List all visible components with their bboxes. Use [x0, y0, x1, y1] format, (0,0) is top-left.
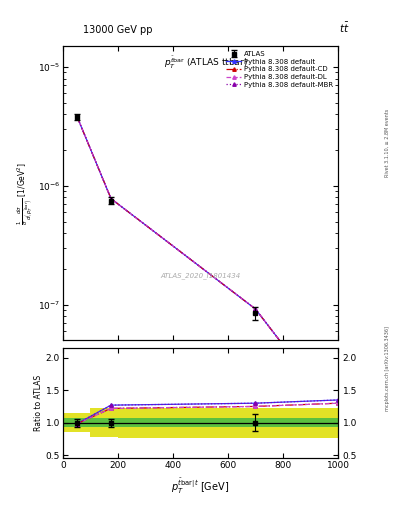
- Y-axis label: $\frac{1}{\sigma}\,\frac{d\sigma}{d\left(p_T^{\bar{t}\mathrm{bar}}\right)}$ [1/G: $\frac{1}{\sigma}\,\frac{d\sigma}{d\left…: [15, 162, 35, 225]
- Text: ATLAS_2020_I1801434: ATLAS_2020_I1801434: [160, 272, 241, 279]
- Text: Rivet 3.1.10, ≥ 2.8M events: Rivet 3.1.10, ≥ 2.8M events: [385, 109, 390, 178]
- Pythia 8.308 default-CD: [74, 113, 79, 119]
- X-axis label: $p^{\bar{t}\mathrm{bar}|t}_T$ [GeV]: $p^{\bar{t}\mathrm{bar}|t}_T$ [GeV]: [171, 476, 230, 496]
- Legend: ATLAS, Pythia 8.308 default, Pythia 8.308 default-CD, Pythia 8.308 default-DL, P: ATLAS, Pythia 8.308 default, Pythia 8.30…: [224, 50, 334, 89]
- Pythia 8.308 default: [74, 113, 79, 119]
- Line: Pythia 8.308 default-DL: Pythia 8.308 default-DL: [75, 114, 340, 418]
- Pythia 8.308 default-MBR: [253, 306, 258, 312]
- Pythia 8.308 default-CD: [108, 196, 114, 202]
- Pythia 8.308 default-DL: [108, 196, 114, 202]
- Pythia 8.308 default-CD: [253, 306, 258, 312]
- Line: Pythia 8.308 default-MBR: Pythia 8.308 default-MBR: [75, 114, 340, 418]
- Line: Pythia 8.308 default: Pythia 8.308 default: [75, 114, 340, 418]
- Text: mcplots.cern.ch [arXiv:1306.3436]: mcplots.cern.ch [arXiv:1306.3436]: [385, 326, 390, 411]
- Line: Pythia 8.308 default-CD: Pythia 8.308 default-CD: [75, 114, 340, 418]
- Pythia 8.308 default-MBR: [336, 413, 340, 419]
- Text: 13000 GeV pp: 13000 GeV pp: [83, 25, 152, 35]
- Text: $t\bar{t}$: $t\bar{t}$: [339, 20, 349, 35]
- Text: $p_T^{\bar{t}\mathrm{bar}}$ (ATLAS ttbar): $p_T^{\bar{t}\mathrm{bar}}$ (ATLAS ttbar…: [164, 55, 248, 71]
- Y-axis label: Ratio to ATLAS: Ratio to ATLAS: [34, 375, 43, 431]
- Pythia 8.308 default-DL: [74, 113, 79, 119]
- Pythia 8.308 default: [336, 413, 340, 419]
- Pythia 8.308 default-DL: [336, 413, 340, 419]
- Pythia 8.308 default: [253, 306, 258, 312]
- Pythia 8.308 default-MBR: [108, 196, 114, 202]
- Pythia 8.308 default: [108, 196, 114, 202]
- Pythia 8.308 default-CD: [336, 413, 340, 419]
- Pythia 8.308 default-DL: [253, 306, 258, 312]
- Pythia 8.308 default-MBR: [74, 113, 79, 119]
